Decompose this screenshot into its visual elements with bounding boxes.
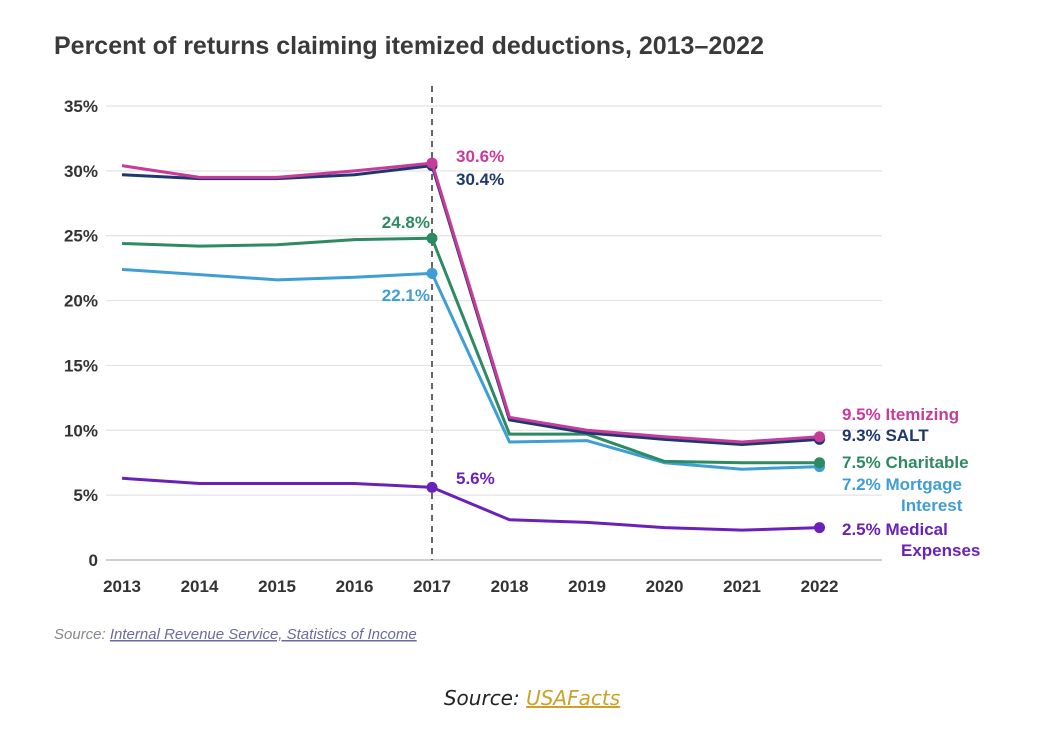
x-tick-label: 2015	[258, 577, 296, 596]
y-axis: 0 5% 10% 15% 20% 25% 30% 35%	[64, 97, 98, 570]
x-tick-label: 2017	[413, 577, 451, 596]
y-tick-label: 10%	[64, 421, 98, 440]
x-tick-label: 2019	[568, 577, 606, 596]
series-line-itemizing	[121, 161, 820, 444]
series-line-charitable	[121, 236, 820, 465]
series-line-mortgage	[121, 267, 820, 471]
series-group	[121, 157, 825, 534]
y-tick-label: 5%	[73, 486, 98, 505]
y-tick-label: 25%	[64, 227, 98, 246]
marker-2017-charitable	[426, 232, 438, 244]
x-tick-label: 2013	[103, 577, 141, 596]
end-label-mortgage: 7.2% Mortgage	[842, 475, 962, 494]
x-tick-label: 2020	[646, 577, 684, 596]
x-tick-label: 2022	[801, 577, 839, 596]
series-line-salt	[121, 164, 820, 447]
y-tick-label: 15%	[64, 356, 98, 375]
marker-label-salt: 30.4%	[456, 170, 504, 189]
chart-source-prefix: Source:	[54, 626, 110, 643]
x-tick-label: 2018	[491, 577, 529, 596]
y-tick-label: 20%	[64, 292, 98, 311]
marker-label-mortgage: 22.1%	[382, 286, 430, 305]
end-label-medical-line2: Expenses	[901, 541, 980, 560]
image-credit-link[interactable]: USAFacts	[526, 686, 621, 710]
x-tick-label: 2014	[181, 577, 219, 596]
end-label-medical: 2.5% Medical	[842, 520, 948, 539]
grid	[106, 105, 882, 561]
x-axis: 2013 2014 2015 2016 2017 2018 2019 2020 2021 2022	[103, 577, 838, 596]
x-tick-label: 2021	[723, 577, 761, 596]
y-tick-label: 35%	[64, 97, 98, 116]
marker-2017-mortgage	[426, 267, 438, 279]
series-line-medical	[121, 476, 820, 532]
marker-2022-medical	[814, 522, 825, 534]
chart-source: Source: Internal Revenue Service, Statis…	[54, 626, 417, 643]
marker-label-itemizing: 30.6%	[456, 147, 504, 166]
end-label-mortgage-line2: Interest	[901, 496, 963, 515]
image-credit: Source: USAFacts	[0, 686, 1064, 710]
image-credit-prefix: Source:	[443, 686, 527, 710]
y-tick-label: 30%	[64, 162, 98, 181]
marker-label-charitable: 24.8%	[382, 213, 430, 232]
data-labels: 5.6% 2.5% Medical Expenses 22.1% 7.2% Mortga…	[382, 147, 981, 560]
end-label-itemizing: 9.5% Itemizing	[842, 405, 959, 424]
marker-2022-itemizing	[814, 431, 825, 443]
marker-label-medical: 5.6%	[456, 469, 495, 488]
end-label-salt: 9.3% SALT	[842, 426, 929, 445]
marker-2022-charitable	[814, 457, 825, 469]
end-label-charitable: 7.5% Charitable	[842, 453, 969, 472]
x-tick-label: 2016	[336, 577, 374, 596]
chart-source-link[interactable]: Internal Revenue Service, Statistics of …	[110, 626, 417, 643]
marker-2017-medical	[426, 481, 438, 493]
marker-2017-itemizing	[426, 157, 438, 169]
y-tick-label: 0	[89, 551, 98, 570]
chart-title: Percent of returns claiming itemized ded…	[54, 32, 764, 60]
